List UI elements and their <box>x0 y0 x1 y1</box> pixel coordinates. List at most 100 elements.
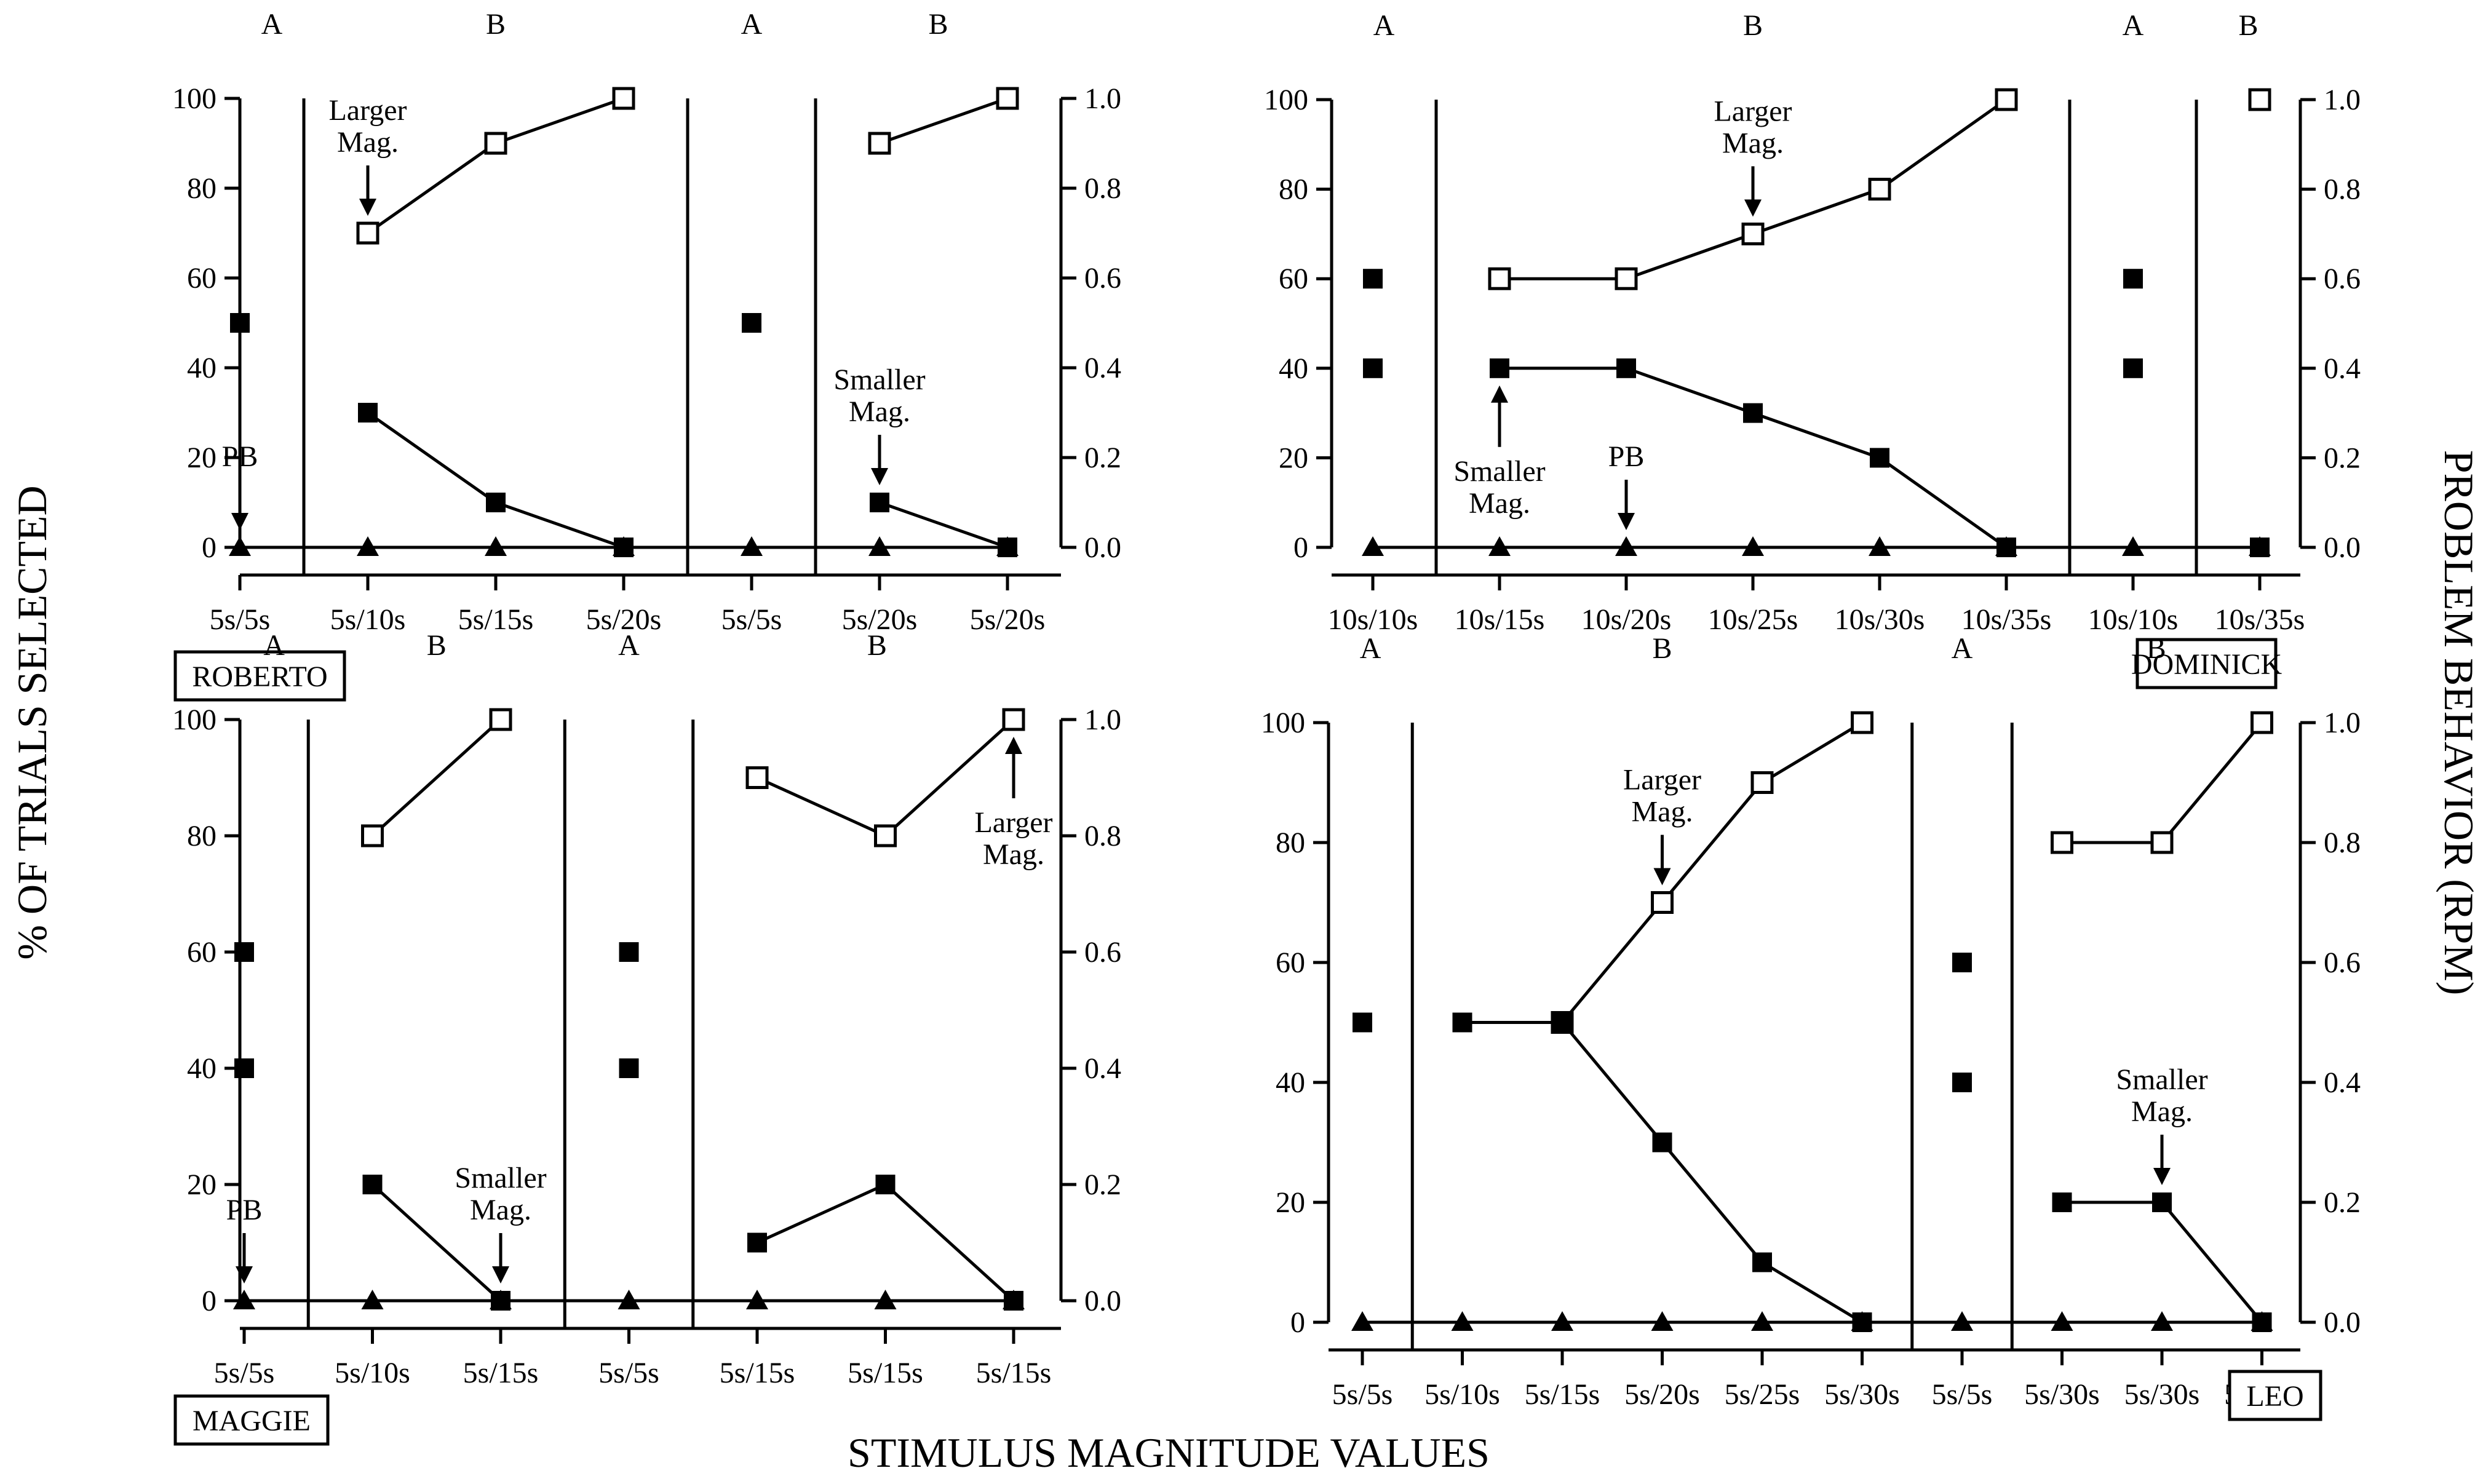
phase-label: B <box>1743 9 1763 42</box>
x-tick-label: 5s/5s <box>1932 1378 1993 1411</box>
right-tick-label: 1.0 <box>2324 707 2361 739</box>
series-line <box>1561 721 1863 1024</box>
larger-mag-point <box>745 766 769 789</box>
left-tick-label: 100 <box>1264 84 1308 116</box>
smaller-mag-point <box>1752 1252 1772 1272</box>
larger-mag-point <box>874 824 897 847</box>
annotation-label: Mag. <box>2131 1095 2193 1128</box>
annotation-label: Smaller <box>1453 455 1545 488</box>
x-tick-label: 5s/20s <box>970 603 1046 636</box>
phase-label: A <box>1373 9 1395 42</box>
right-tick-label: 0.0 <box>1084 1285 1121 1317</box>
pb-point <box>233 1290 255 1309</box>
pb-point <box>1995 536 2017 556</box>
larger-mag-point <box>2248 88 2271 111</box>
participant-name: LEO <box>2246 1380 2303 1413</box>
right-tick-label: 0.2 <box>1084 1169 1121 1201</box>
series-line <box>2062 721 2263 844</box>
arrowhead-icon <box>1744 199 1762 217</box>
annotation-label: Smaller <box>455 1162 546 1194</box>
annotation-label: Mag. <box>470 1194 531 1226</box>
smaller-mag-point <box>362 1175 383 1194</box>
left-tick-label: 100 <box>1261 707 1305 739</box>
annotation-label: Mag. <box>1469 487 1530 520</box>
phase-label: B <box>1652 632 1672 665</box>
right-tick-label: 0.6 <box>1084 936 1121 969</box>
participant-box <box>2228 1370 2322 1421</box>
participant-name: MAGGIE <box>193 1405 311 1437</box>
pb-point <box>357 536 379 556</box>
right-tick-label: 0.2 <box>2324 442 2361 474</box>
series-line <box>879 97 1008 145</box>
y-left-axis-title: % OF TRIALS SELECTED <box>9 485 55 959</box>
x-tick-label: 5s/5s <box>721 603 782 636</box>
annotation-label: PB <box>222 440 258 473</box>
arrowhead-icon <box>1005 737 1022 754</box>
series-line <box>2062 1200 2263 1323</box>
x-tick-label: 5s/10s <box>335 1357 410 1389</box>
right-tick-label: 0.0 <box>1084 531 1121 564</box>
smaller-mag-point <box>742 313 761 333</box>
x-tick-label: 10s/35s <box>2215 603 2305 636</box>
smaller-mag-point <box>2123 269 2143 289</box>
smaller-mag-point <box>1452 1012 1472 1033</box>
pb-point <box>618 1290 640 1309</box>
x-tick-label: 5s/5s <box>598 1357 659 1389</box>
right-tick-label: 0.8 <box>1084 172 1121 205</box>
right-tick-label: 0.4 <box>2324 352 2361 385</box>
smaller-mag-point <box>2152 1192 2172 1212</box>
larger-mag-point <box>1488 267 1511 290</box>
x-tick-label: 5s/30s <box>2024 1378 2100 1411</box>
pb-point <box>1951 1311 1973 1331</box>
annotation-label: Smaller <box>833 363 925 396</box>
phase-label: B <box>427 629 447 662</box>
right-tick-label: 0.4 <box>1084 1052 1121 1085</box>
x-tick-label: 5s/15s <box>458 603 534 636</box>
smaller-mag-point <box>234 942 254 962</box>
pb-point <box>2251 1311 2273 1331</box>
left-tick-label: 100 <box>172 82 217 115</box>
phase-label: A <box>2123 9 2144 42</box>
larger-mag-point <box>1741 222 1765 245</box>
larger-mag-point <box>356 221 379 245</box>
pb-point <box>2051 1311 2073 1331</box>
pb-point <box>613 536 635 556</box>
pb-point <box>746 1290 768 1309</box>
participant-box <box>2135 638 2278 689</box>
panel-dominick: 0 20 40 60 80 100 0.0 0.2 0.4 0.6 0.8 1.0 10s/10s 10s… <box>1264 9 2361 689</box>
pb-point <box>490 1290 512 1309</box>
left-tick-label: 40 <box>187 1052 217 1085</box>
smaller-mag-point <box>230 313 250 333</box>
phase-label: B <box>867 629 887 662</box>
left-tick-label: 60 <box>1276 946 1305 979</box>
phase-label: B <box>486 8 506 41</box>
pb-point <box>229 536 251 556</box>
pb-point <box>485 536 507 556</box>
arrowhead-icon <box>2153 1168 2171 1185</box>
x-tick-label: 5s/20s <box>1624 1378 1700 1411</box>
left-tick-label: 60 <box>1279 263 1308 295</box>
right-tick-label: 0.8 <box>1084 820 1121 852</box>
pb-point <box>741 536 763 556</box>
phase-label: B <box>2238 9 2258 42</box>
participant-name: DOMINICK <box>2131 648 2282 681</box>
left-tick-label: 20 <box>187 442 217 474</box>
larger-mag-point <box>1651 891 1674 914</box>
smaller-mag-point <box>486 493 506 512</box>
participant-box <box>173 650 346 702</box>
smaller-mag-point <box>1490 358 1509 378</box>
left-tick-label: 40 <box>1276 1066 1305 1099</box>
x-tick-label: 10s/10s <box>1328 603 1418 636</box>
smaller-mag-point <box>870 493 889 512</box>
phase-label: A <box>1360 632 1381 665</box>
smaller-mag-point <box>1616 358 1636 378</box>
x-tick-label: 5s/30s <box>2124 1378 2200 1411</box>
larger-mag-point <box>612 87 635 110</box>
x-tick-label: 5s/5s <box>210 603 271 636</box>
left-tick-label: 80 <box>187 820 217 852</box>
pb-point <box>1615 536 1637 556</box>
larger-mag-point <box>484 132 507 155</box>
pb-point <box>1451 1311 1474 1331</box>
